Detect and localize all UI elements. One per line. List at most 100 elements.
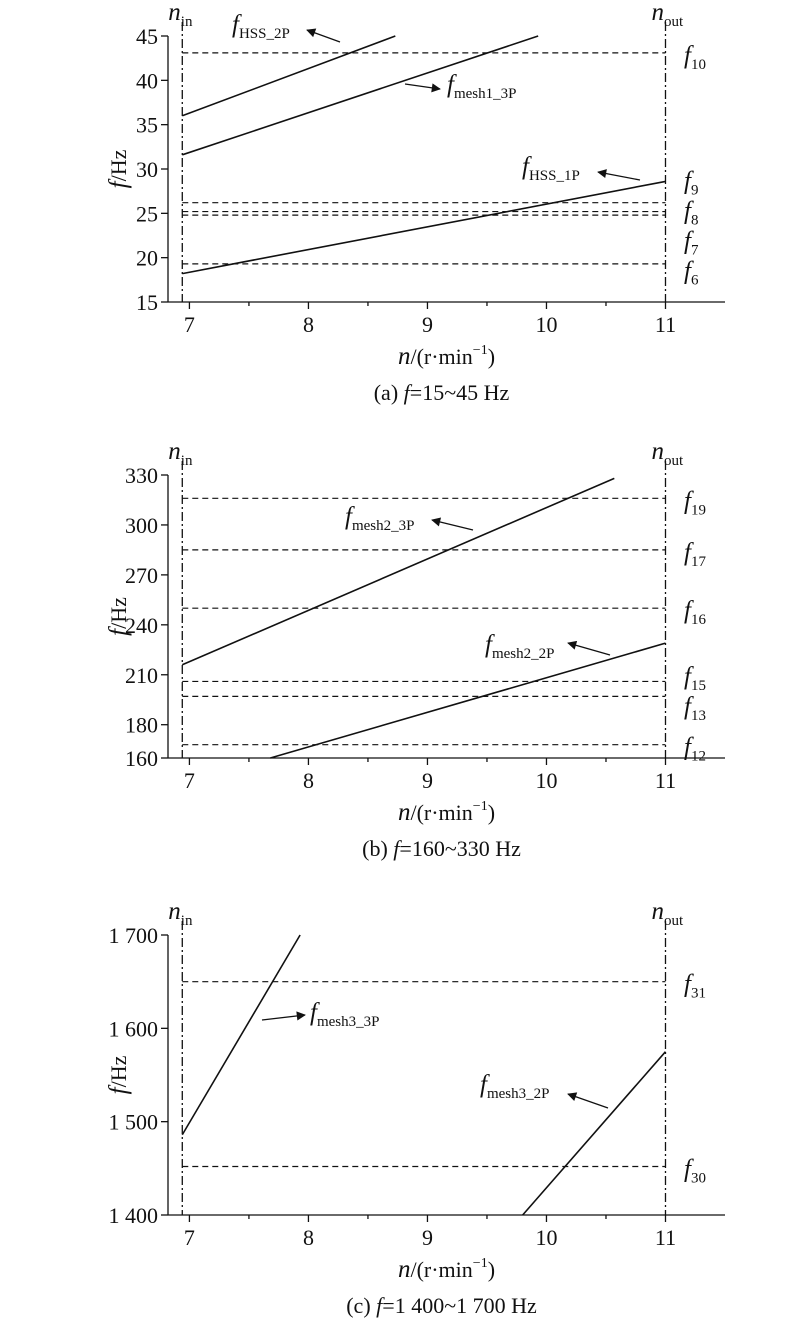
y-tick-label: 180: [125, 713, 158, 738]
y-tick-label: 210: [125, 663, 158, 688]
y-tick-label: 30: [136, 157, 158, 182]
speed-limit-label-subscript: in: [181, 453, 193, 469]
x-axis-title-part: /(r·min: [410, 1257, 472, 1282]
speed-limit-label-subscript: out: [664, 913, 684, 929]
natural-frequency-label-subscript: 19: [691, 502, 706, 518]
natural-frequency-label: f10: [684, 42, 706, 73]
excitation-line: [182, 35, 539, 156]
excitation-label: fHSS_1P: [522, 153, 580, 184]
x-tick-label: 10: [535, 312, 557, 337]
speed-limit-label-symbol: n: [651, 438, 664, 465]
y-axis-title: f/Hz: [105, 1055, 132, 1094]
x-tick-label: 8: [303, 312, 314, 337]
y-tick-label: 45: [136, 24, 158, 49]
x-axis-title-part: ): [488, 1257, 495, 1282]
caption-part: (b): [362, 836, 393, 861]
x-axis-title: n/(r·min−1): [398, 799, 495, 826]
x-tick-label: 8: [303, 1225, 314, 1250]
natural-frequency-label: f6: [684, 257, 699, 288]
y-tick-label: 160: [125, 746, 158, 771]
y-tick-label: 270: [125, 563, 158, 588]
x-axis-title-part: −1: [473, 343, 488, 358]
x-axis-title-part: ): [488, 344, 495, 369]
natural-frequency-label-subscript: 15: [691, 678, 706, 694]
y-axis-title-part: f: [105, 1084, 132, 1094]
annotation-arrow: [567, 640, 611, 656]
excitation-label-subscript: mesh1_3P: [454, 86, 517, 102]
excitation-label: fmesh3_3P: [310, 999, 379, 1030]
natural-frequency-label-symbol: f: [684, 734, 694, 761]
speed-limit-label-symbol: n: [168, 438, 181, 465]
speed-limit-label-subscript: out: [664, 14, 684, 30]
x-axis-title-part: /(r·min: [410, 800, 472, 825]
excitation-label-subscript: mesh2_2P: [492, 646, 555, 662]
excitation-label-symbol: f: [485, 631, 495, 658]
excitation-label: fHSS_2P: [232, 11, 290, 42]
natural-frequency-label-symbol: f: [684, 597, 694, 624]
speed-limit-label: nout: [651, 438, 684, 469]
excitation-line: [182, 35, 396, 117]
y-tick-label: 1 600: [109, 1016, 159, 1041]
y-tick-label: 20: [136, 246, 158, 271]
y-tick-label: 300: [125, 513, 158, 538]
x-tick-label: 7: [184, 768, 195, 793]
speed-limit-label-subscript: in: [181, 913, 193, 929]
natural-frequency-label-symbol: f: [684, 663, 694, 690]
natural-frequency-label: f16: [684, 597, 706, 628]
natural-frequency-label-subscript: 17: [691, 554, 707, 570]
x-axis-title-part: −1: [473, 1256, 488, 1271]
excitation-label-symbol: f: [310, 999, 320, 1026]
speed-limit-label: nin: [168, 898, 193, 929]
annotation-arrow: [567, 1092, 609, 1109]
x-axis-title-part: n: [398, 343, 411, 370]
natural-frequency-label: f7: [684, 227, 699, 258]
x-tick-label: 8: [303, 768, 314, 793]
natural-frequency-label-symbol: f: [684, 197, 694, 224]
natural-frequency-label-symbol: f: [684, 693, 694, 720]
caption-part: f: [393, 836, 402, 861]
x-axis-title-part: n: [398, 799, 411, 826]
speed-limit-label-symbol: n: [651, 898, 664, 925]
x-tick-label: 9: [422, 1225, 433, 1250]
y-tick-label: 15: [136, 290, 158, 315]
caption-part: (a): [374, 380, 404, 405]
excitation-label-symbol: f: [447, 71, 457, 98]
x-axis-title-part: ): [488, 800, 495, 825]
speed-limit-label-symbol: n: [168, 0, 181, 26]
caption: (b) f=160~330 Hz: [362, 836, 521, 861]
natural-frequency-label-symbol: f: [684, 42, 694, 69]
natural-frequency-label-symbol: f: [684, 257, 694, 284]
y-axis-title: f/Hz: [105, 149, 132, 188]
natural-frequency-label-subscript: 31: [691, 986, 706, 1002]
y-axis-title-part: /Hz: [106, 1055, 131, 1087]
speed-limit-label: nin: [168, 0, 193, 30]
natural-frequency-label: f8: [684, 197, 698, 228]
natural-frequency-label-subscript: 30: [691, 1170, 706, 1186]
natural-frequency-label-subscript: 12: [691, 749, 706, 765]
natural-frequency-label-subscript: 9: [691, 182, 699, 198]
caption-part: =15~45 Hz: [410, 380, 510, 405]
y-axis-title-part: f: [105, 178, 132, 188]
excitation-label: fmesh1_3P: [447, 71, 516, 102]
y-tick-label: 1 500: [109, 1110, 159, 1135]
excitation-line: [270, 642, 666, 759]
x-axis-title: n/(r·min−1): [398, 343, 495, 370]
excitation-label-symbol: f: [345, 503, 355, 530]
natural-frequency-label: f31: [684, 971, 706, 1002]
excitation-label-symbol: f: [232, 11, 242, 38]
excitation-line: [181, 934, 301, 1136]
excitation-line: [181, 477, 615, 666]
caption: (c) f=1 400~1 700 Hz: [346, 1293, 537, 1318]
annotation-arrow: [431, 517, 474, 531]
caption-part: =1 400~1 700 Hz: [382, 1293, 537, 1318]
x-tick-label: 7: [184, 312, 195, 337]
x-tick-label: 9: [422, 312, 433, 337]
natural-frequency-label-symbol: f: [684, 487, 694, 514]
x-tick-label: 7: [184, 1225, 195, 1250]
x-tick-label: 11: [655, 312, 676, 337]
y-tick-label: 25: [136, 201, 158, 226]
natural-frequency-label-symbol: f: [684, 539, 694, 566]
natural-frequency-label-symbol: f: [684, 971, 694, 998]
natural-frequency-label-subscript: 6: [691, 272, 699, 288]
x-tick-label: 11: [655, 1225, 676, 1250]
